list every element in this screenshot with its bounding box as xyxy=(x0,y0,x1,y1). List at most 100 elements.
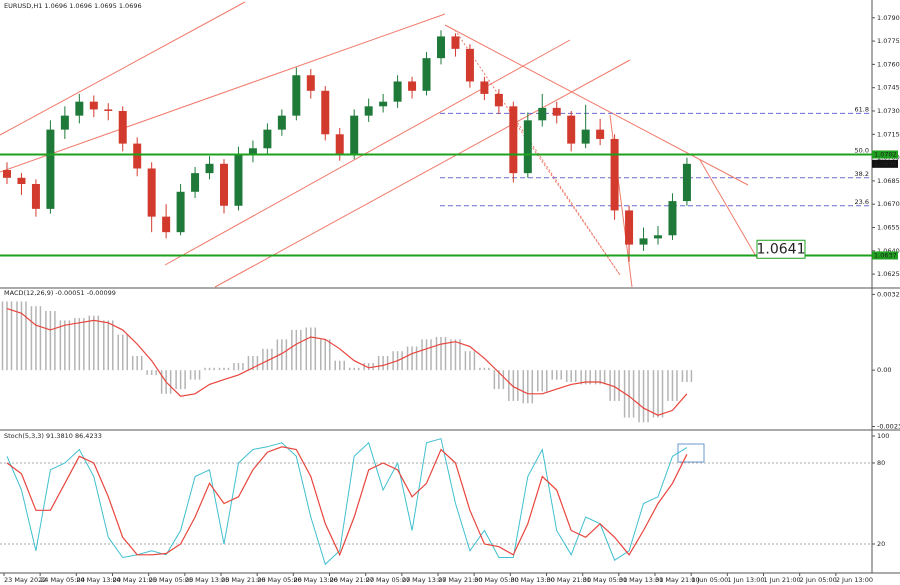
candle-body xyxy=(364,106,373,116)
x-tick-label: 31 May 21:00 xyxy=(655,576,700,584)
candle-body xyxy=(248,148,257,155)
candle-body xyxy=(147,168,156,217)
candle-body xyxy=(220,163,228,206)
candle-body xyxy=(277,115,286,130)
candle-body xyxy=(17,177,26,185)
trend-line xyxy=(699,159,758,259)
y-tick-label: 1.0760 xyxy=(877,60,900,68)
x-tick-label: 30 May 13:00 xyxy=(510,576,555,584)
y-tick-label: 1.0670 xyxy=(877,200,900,208)
x-tick-label: 25 May 05:00 xyxy=(149,576,194,584)
candle-body xyxy=(118,110,127,144)
x-tick-label: 26 May 21:00 xyxy=(330,576,375,584)
candle-body xyxy=(133,143,142,169)
fib-label: 23.6 xyxy=(855,198,869,206)
x-tick-label: 2 Jun 05:00 xyxy=(800,576,837,584)
candle-body xyxy=(437,36,445,59)
candle-body xyxy=(263,129,272,149)
trend-lines xyxy=(0,1,758,288)
candle-body xyxy=(306,75,315,91)
y-tick-label: 1.0655 xyxy=(877,224,900,232)
x-tick-label: 26 May 05:00 xyxy=(257,576,302,584)
candle-body xyxy=(31,184,40,209)
x-tick-label: 2 Jun 13:00 xyxy=(836,576,873,584)
candle-body xyxy=(205,163,214,174)
fib-label: 38.2 xyxy=(855,170,869,178)
x-tick-label: 31 May 05:00 xyxy=(583,576,628,584)
dotted-line xyxy=(454,29,621,276)
y-tick-label: 0.0032 xyxy=(877,290,900,298)
candle-body xyxy=(292,75,301,116)
level-box xyxy=(872,150,898,159)
candle-body xyxy=(581,129,590,144)
candle-body xyxy=(625,210,634,245)
y-tick-label: 1.0715 xyxy=(877,130,900,138)
stoch-main xyxy=(6,438,688,566)
candle-body xyxy=(89,101,98,110)
candle-body xyxy=(60,115,69,130)
candle-body xyxy=(639,238,648,245)
x-tick-label: 25 May 21:00 xyxy=(221,576,266,584)
candle-body xyxy=(176,191,185,233)
channel-line xyxy=(0,13,446,173)
candle-body xyxy=(191,173,200,192)
candle-body xyxy=(509,106,518,174)
channel-line xyxy=(0,1,246,136)
candle-body xyxy=(682,163,691,202)
candle-body xyxy=(494,93,503,107)
last-price-label: 1.0696 xyxy=(874,160,897,168)
y-tick-label: 1.0775 xyxy=(877,37,900,45)
candle-body xyxy=(451,36,460,49)
candle-body xyxy=(162,216,171,233)
candle-body xyxy=(46,129,55,209)
y-tick-label: 1.0730 xyxy=(877,107,900,115)
candle-body xyxy=(596,129,605,139)
candle-body xyxy=(321,90,330,135)
candle-body xyxy=(408,81,417,91)
y-tick-label: 100 xyxy=(877,432,889,440)
macd-signal xyxy=(6,308,688,416)
x-tick-label: 27 May 21:00 xyxy=(438,576,483,584)
level-box xyxy=(872,251,898,260)
main-title: EURUSD,H1 1.0696 1.0696 1.0695 1.0696 xyxy=(4,2,142,10)
channel-line xyxy=(214,59,631,288)
y-tick-label: 1.0790 xyxy=(877,14,900,22)
x-tick-label: 25 May 13:00 xyxy=(185,576,230,584)
y-tick-label: 0.00 xyxy=(877,366,891,374)
level-label: 1.0702 xyxy=(874,150,897,158)
x-tick-label: 1 Jun 05:00 xyxy=(691,576,728,584)
x-tick-label: 24 May 05:00 xyxy=(40,576,85,584)
channel-line xyxy=(164,39,571,266)
macd-title: MACD(12,26,9) -0.00051 -0.00099 xyxy=(4,289,116,297)
candle-body xyxy=(465,48,474,82)
candle-body xyxy=(3,170,11,178)
x-tick-label: 26 May 13:00 xyxy=(293,576,338,584)
fib-label: 50.0 xyxy=(855,146,869,154)
x-tick-label: 1 Jun 13:00 xyxy=(727,576,764,584)
level-label: 1.0637 xyxy=(874,251,897,259)
candle-body xyxy=(552,107,561,116)
x-tick-label: 31 May 13:00 xyxy=(619,576,664,584)
candle-body xyxy=(422,58,431,91)
candle-body xyxy=(75,101,84,116)
candle-body xyxy=(538,107,547,121)
x-tick-label: 27 May 13:00 xyxy=(402,576,447,584)
candle-body xyxy=(379,101,388,107)
candle-body xyxy=(654,235,662,239)
x-tick-label: 27 May 05:00 xyxy=(366,576,411,584)
candle-body xyxy=(480,81,489,94)
stoch-signal xyxy=(6,446,688,557)
y-tick-label: 1.0625 xyxy=(877,270,900,278)
x-tick-label: 30 May 05:00 xyxy=(474,576,519,584)
candle-body xyxy=(523,120,532,174)
candle-body xyxy=(610,138,619,211)
y-tick-label: 1.0685 xyxy=(877,177,900,185)
y-tick-label: 1.0745 xyxy=(877,84,900,92)
y-tick-label: 80 xyxy=(877,459,885,467)
stoch-title: Stoch(5,3,3) 91.3810 86.4233 xyxy=(4,432,102,440)
trend-line xyxy=(444,24,749,186)
candle-body xyxy=(350,115,359,155)
x-tick-label: 24 May 13:00 xyxy=(76,576,121,584)
